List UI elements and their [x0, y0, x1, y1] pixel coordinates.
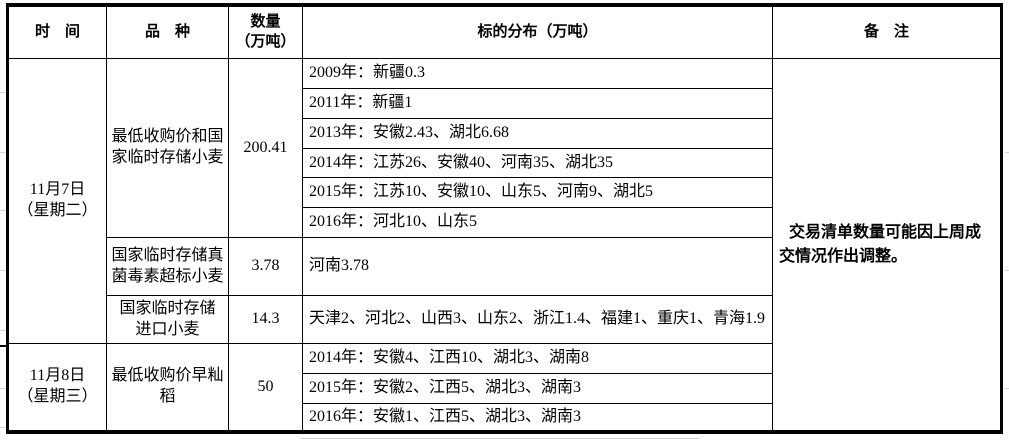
table-row: 2011年：新疆1	[9, 88, 1001, 119]
quantity-cell-wheat-minprice: 200.41	[228, 58, 303, 238]
col-header-distribution: 标的分布（万吨）	[302, 6, 773, 59]
lot-cell-import-provinces: 天津2、河北2、山西3、山东2、浙江1.4、福建1、重庆1、青海1.9	[302, 295, 773, 344]
table-row: 国家临时存储 进口小麦 14.3 天津2、河北2、山西3、山东2、浙江1.4、福…	[9, 295, 1001, 344]
gridline-stub	[1005, 152, 1009, 153]
gridline-stub	[1005, 388, 1009, 389]
time-cell-nov7: 11月7日 （星期二）	[8, 58, 107, 344]
gridline-stub	[0, 92, 7, 93]
lot-cell-2009: 2009年：新疆0.3	[302, 58, 773, 89]
lot-cell-rice-2015: 2015年：安徽2、江西5、湖北3、湖南3	[302, 373, 773, 404]
variety-cell-wheat-fungus: 国家临时存储真 菌毒素超标小麦	[106, 237, 229, 296]
lot-cell-2013: 2013年：安徽2.43、湖北6.68	[302, 118, 773, 149]
gridline-stub	[0, 330, 7, 331]
variety-cell-wheat-minprice: 最低收购价和国 家临时存储小麦	[106, 58, 229, 238]
gridline-stub	[0, 210, 7, 211]
grain-auction-table: 时 间 品 种 数量 （万吨） 标的分布（万吨） 备 注 11月7日 （星期二）…	[8, 6, 1001, 431]
lot-cell-rice-2016: 2016年：安徽1、江西5、湖北3、湖南3	[302, 403, 773, 431]
col-header-remark: 备 注	[772, 6, 1001, 59]
table-row: 2016年：安徽1、江西5、湖北3、湖南3	[9, 403, 1001, 431]
lot-cell-2011: 2011年：新疆1	[302, 88, 773, 119]
lot-cell-2016: 2016年：河北10、山东5	[302, 207, 773, 238]
variety-cell-wheat-import: 国家临时存储 进口小麦	[106, 295, 229, 344]
table-row: 2014年：江苏26、安徽40、河南35、湖北35	[9, 148, 1001, 178]
table-row: 11月8日 （星期三） 最低收购价早籼 稻 50 2014年：安徽4、江西10、…	[8, 343, 1001, 431]
gridline-stub	[0, 152, 7, 153]
lot-cell-2015: 2015年：江苏10、安徽10、山东5、河南9、湖北5	[302, 177, 773, 208]
table-row: 2016年：河北10、山东5	[9, 207, 1001, 238]
quantity-cell-wheat-import: 14.3	[228, 295, 303, 344]
time-cell-nov8: 11月8日 （星期三）	[8, 343, 107, 431]
quantity-cell-rice-minprice: 50	[228, 343, 303, 431]
table-row: 11月7日 （星期二） 最低收购价和国 家临时存储小麦 200.41 2009年…	[8, 58, 1001, 431]
header-row: 时 间 品 种 数量 （万吨） 标的分布（万吨） 备 注	[8, 6, 1001, 59]
table-row: 2013年：安徽2.43、湖北6.68	[9, 118, 1001, 149]
lot-cell-2014: 2014年：江苏26、安徽40、河南35、湖北35	[302, 148, 773, 178]
col-header-time: 时 间	[8, 6, 107, 59]
row-divider-stub	[0, 345, 7, 347]
gridline-stub	[0, 388, 7, 389]
table-row: 国家临时存储真 菌毒素超标小麦 3.78 河南3.78	[9, 237, 1001, 296]
gridline-stub	[0, 427, 7, 428]
remark-cell: 交易清单数量可能因上周成交情况作出调整。	[772, 58, 1001, 431]
col-header-quantity: 数量 （万吨）	[228, 6, 303, 59]
quantity-cell-wheat-fungus: 3.78	[228, 237, 303, 296]
col-header-variety: 品 种	[106, 6, 229, 59]
gridline-stub	[0, 270, 7, 271]
gridline-stub	[1005, 270, 1009, 271]
lot-cell-henan: 河南3.78	[302, 237, 773, 296]
variety-cell-rice-minprice: 最低收购价早籼 稻	[106, 343, 229, 431]
gridline-stub	[300, 438, 700, 439]
lot-cell-rice-2014: 2014年：安徽4、江西10、湖北3、湖南8	[302, 343, 773, 374]
auction-schedule-table: 时 间 品 种 数量 （万吨） 标的分布（万吨） 备 注 11月7日 （星期二）…	[6, 3, 1003, 434]
